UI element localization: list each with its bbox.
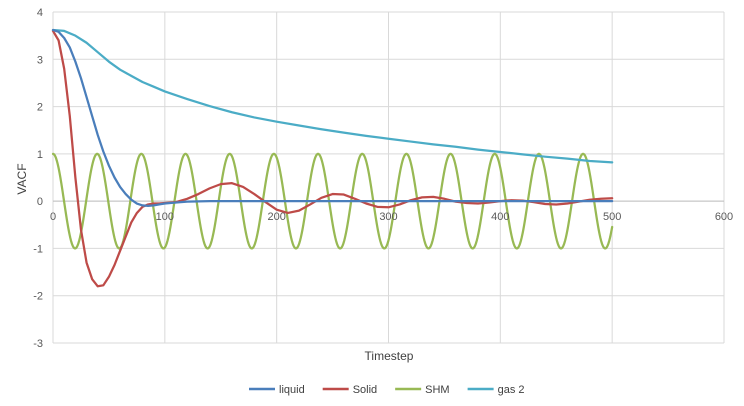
x-axis-title: Timestep: [365, 349, 414, 363]
y-tick-label: -2: [33, 291, 43, 303]
legend-item-solid: Solid: [322, 384, 377, 396]
x-tick-labels: 0 100 200 300 400 500 600: [50, 211, 733, 223]
x-tick-label: 400: [491, 211, 509, 223]
series-line-gas-2: [51, 28, 614, 164]
series-line-liquid: [51, 28, 614, 207]
legend-label: SHM: [425, 384, 449, 396]
y-tick-label: 2: [37, 102, 43, 114]
y-tick-label: 3: [37, 54, 43, 66]
x-tick-label: 200: [267, 211, 285, 223]
y-tick-label: 1: [37, 149, 43, 161]
legend-item-shm: SHM: [395, 384, 450, 396]
legend-label: liquid: [279, 384, 305, 396]
y-tick-label: -3: [33, 338, 43, 350]
legend-item-liquid: liquid: [249, 384, 305, 396]
y-tick-label: 0: [37, 196, 43, 208]
series-lines: [51, 28, 614, 288]
legend-label: Solid: [353, 384, 377, 396]
legend-item-gas-2: gas 2: [467, 384, 525, 396]
y-axis-title: VACF: [15, 163, 29, 194]
x-tick-label: 600: [715, 211, 733, 223]
grid-lines: [52, 11, 725, 344]
y-tick-label: -1: [33, 243, 43, 255]
legend-label: gas 2: [498, 384, 525, 396]
x-tick-label: 100: [156, 211, 174, 223]
x-tick-label: 300: [379, 211, 397, 223]
series-line-shm: [51, 152, 614, 250]
legend: liquid Solid SHM gas 2: [249, 384, 525, 396]
x-tick-label: 0: [50, 211, 56, 223]
y-tick-label: 4: [37, 7, 43, 19]
x-tick-label: 500: [603, 211, 621, 223]
y-tick-labels: -3 -2 -1 0 1 2 3 4: [33, 7, 43, 350]
